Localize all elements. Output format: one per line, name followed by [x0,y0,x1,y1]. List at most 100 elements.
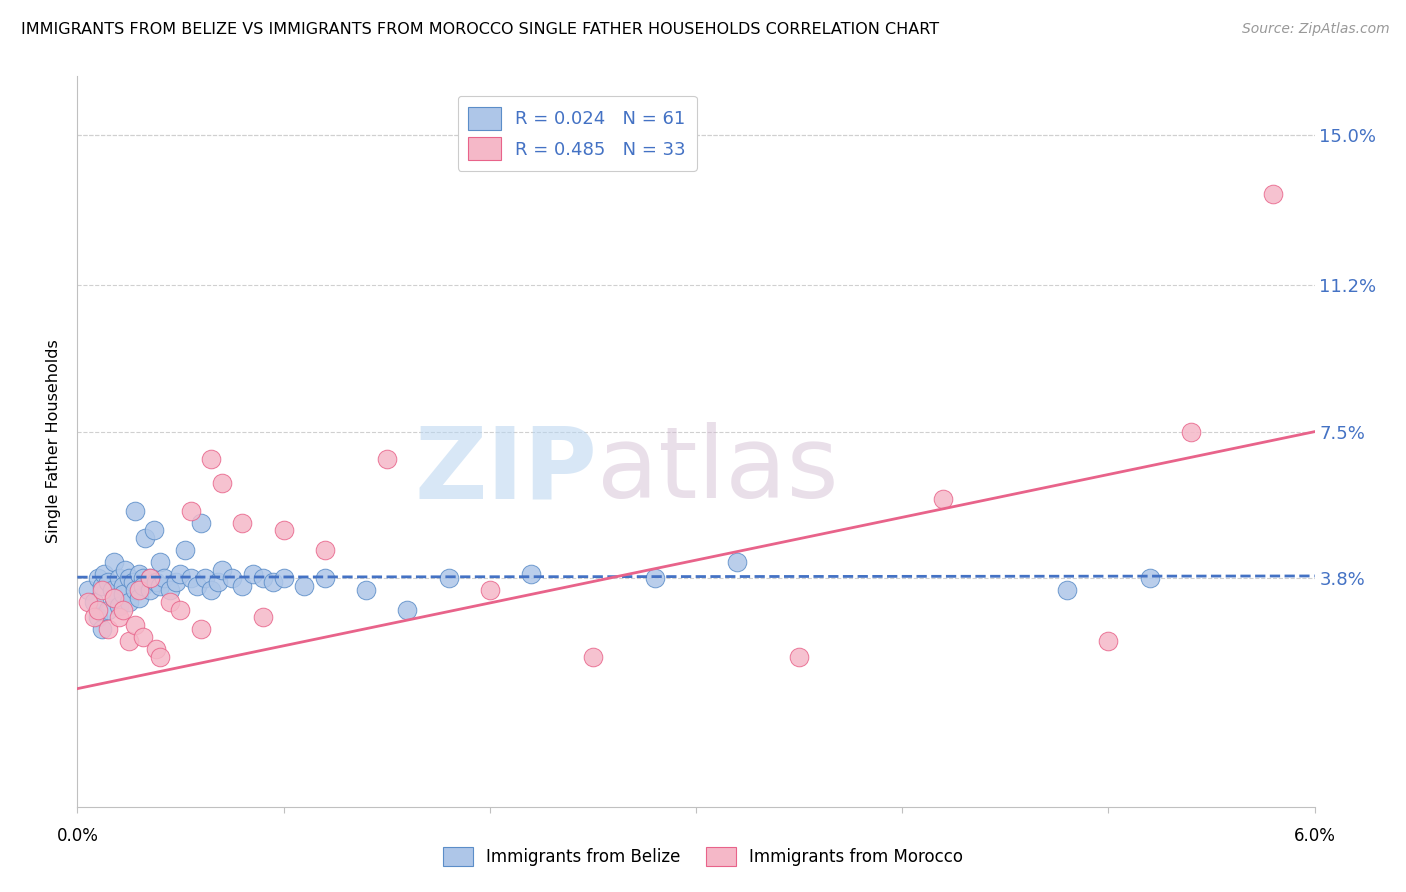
Point [725,555,748,569]
Point [107,571,129,585]
Point [1180,425,1202,439]
Point [1097,634,1119,648]
Point [186,579,208,593]
Point [103,591,125,605]
Point [242,566,264,581]
Point [437,571,460,585]
Point [314,571,336,585]
Point [221,571,243,585]
Point [83,595,105,609]
Point [1056,582,1078,597]
Point [103,555,125,569]
Point [1139,571,1161,585]
Legend: R = 0.024   N = 61, R = 0.485   N = 33: R = 0.024 N = 61, R = 0.485 N = 33 [457,95,697,171]
Point [231,516,253,530]
Point [134,532,156,546]
Point [107,610,129,624]
Point [145,642,167,657]
Point [118,571,141,585]
Point [132,579,155,593]
Point [97,602,120,616]
Point [252,571,274,585]
Point [93,566,115,581]
Point [194,571,217,585]
Point [520,566,543,581]
Point [128,591,150,605]
Point [111,587,134,601]
Point [138,571,160,585]
Point [292,579,315,593]
Point [396,602,419,616]
Y-axis label: Single Father Households: Single Father Households [46,340,62,543]
Point [76,582,98,597]
Point [87,610,110,624]
Point [142,524,165,538]
Point [124,582,146,597]
Text: Source: ZipAtlas.com: Source: ZipAtlas.com [1241,22,1389,37]
Point [354,582,377,597]
Point [207,574,229,589]
Point [180,504,202,518]
Point [76,595,98,609]
Point [644,571,666,585]
Point [153,571,176,585]
Point [124,504,146,518]
Point [111,602,134,616]
Text: IMMIGRANTS FROM BELIZE VS IMMIGRANTS FROM MOROCCO SINGLE FATHER HOUSEHOLDS CORRE: IMMIGRANTS FROM BELIZE VS IMMIGRANTS FRO… [21,22,939,37]
Point [122,574,145,589]
Point [103,591,125,605]
Point [97,623,120,637]
Point [83,610,105,624]
Point [132,630,155,644]
Point [165,574,187,589]
Legend: Immigrants from Belize, Immigrants from Morocco: Immigrants from Belize, Immigrants from … [436,840,970,873]
Point [118,634,141,648]
Text: ZIP: ZIP [415,422,598,519]
Point [169,602,191,616]
Point [211,563,233,577]
Point [138,582,160,597]
Point [582,650,605,665]
Text: atlas: atlas [598,422,838,519]
Point [91,623,114,637]
Point [149,650,172,665]
Point [159,582,181,597]
Point [190,516,212,530]
Point [478,582,501,597]
Point [87,571,110,585]
Point [314,543,336,558]
Point [124,618,146,632]
Point [1263,187,1285,202]
Point [97,574,120,589]
Point [107,599,129,613]
Point [101,582,124,597]
Point [173,543,195,558]
Point [190,623,212,637]
Point [180,571,202,585]
Point [132,571,155,585]
Point [149,579,172,593]
Point [118,595,141,609]
Point [149,555,172,569]
Point [145,574,167,589]
Point [114,563,136,577]
Point [211,476,233,491]
Point [138,571,160,585]
Point [252,610,274,624]
Point [87,602,110,616]
Point [375,452,398,467]
Point [91,582,114,597]
Point [200,452,222,467]
Text: 0.0%: 0.0% [56,827,98,845]
Point [200,582,222,597]
Point [91,579,114,593]
Point [787,650,810,665]
Text: 6.0%: 6.0% [1294,827,1336,845]
Point [231,579,253,593]
Point [128,582,150,597]
Point [128,566,150,581]
Point [273,524,295,538]
Point [932,491,955,506]
Point [169,566,191,581]
Point [273,571,295,585]
